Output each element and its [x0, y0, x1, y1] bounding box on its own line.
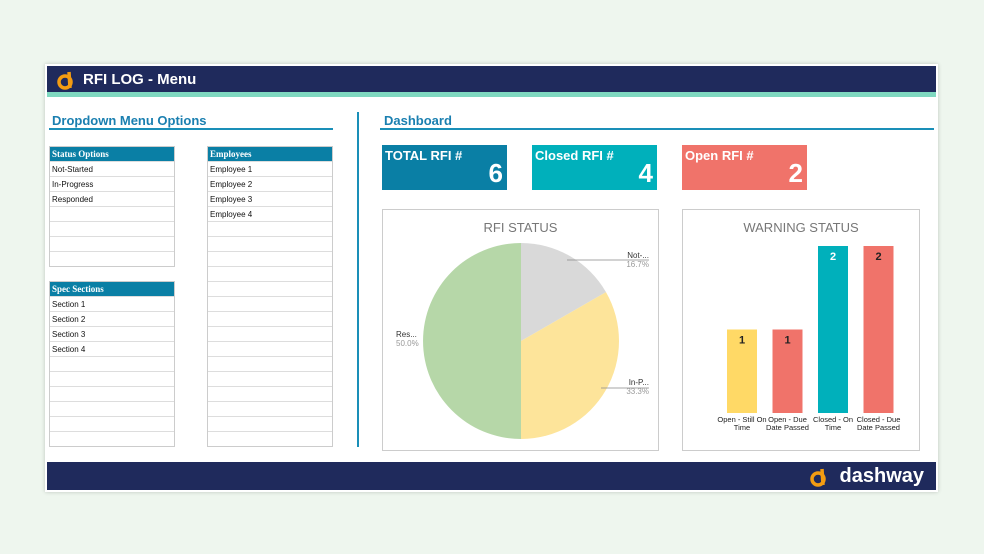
table-cell[interactable]	[208, 251, 332, 266]
category-label: Closed - On Time	[812, 416, 854, 432]
table-cell[interactable]: Employee 3	[208, 191, 332, 206]
table-cell[interactable]	[50, 431, 174, 446]
category-label: Closed - Due Date Passed	[856, 416, 901, 432]
dashway-logo-icon	[57, 71, 73, 90]
pie-slice[interactable]	[521, 243, 606, 341]
dashway-logo-icon	[810, 468, 826, 487]
bar-svg: 1 Open - Still On Time 1 Open - Due Date Pa…	[717, 246, 901, 432]
header-bar: RFI LOG - Menu	[47, 66, 936, 92]
table-cell[interactable]: Employee 1	[208, 161, 332, 176]
table-cell[interactable]: Section 3	[50, 326, 174, 341]
table-cell[interactable]: Section 4	[50, 341, 174, 356]
table-cell[interactable]	[50, 386, 174, 401]
slice-label: In-P...	[629, 378, 649, 387]
table-cell[interactable]	[208, 296, 332, 311]
bar[interactable]	[772, 329, 803, 414]
slice-label: Not-...	[627, 251, 649, 260]
bar-value-label: 1	[739, 335, 745, 347]
table-cell[interactable]	[50, 371, 174, 386]
kpi-card: Closed RFI # 4	[532, 145, 657, 190]
table-header: Employees	[208, 147, 332, 161]
pie-svg: Not-...16.7% In-P...33.3% Res...50.0%	[396, 243, 649, 439]
table-cell[interactable]: Responded	[50, 191, 174, 206]
table-header: Status Options	[50, 147, 174, 161]
table-cell[interactable]	[208, 431, 332, 446]
table-cell[interactable]: In-Progress	[50, 176, 174, 191]
section-underline	[49, 128, 333, 130]
vertical-divider	[357, 112, 359, 447]
table-cell[interactable]	[50, 401, 174, 416]
table-cell[interactable]	[50, 251, 174, 266]
table-cell[interactable]: Not-Started	[50, 161, 174, 176]
kpi-card: TOTAL RFI # 6	[382, 145, 507, 190]
dashboard-title: Dashboard	[384, 113, 452, 128]
slice-percent: 33.3%	[626, 387, 649, 396]
warning-status-chart: 1 Open - Still On Time 1 Open - Due Date Pa…	[682, 209, 920, 451]
table-cell[interactable]	[208, 311, 332, 326]
brand-name: dashway	[839, 465, 924, 487]
footer-bar: dashway	[47, 462, 936, 490]
category-label: Open - Still On Time	[717, 416, 767, 432]
bar[interactable]	[863, 246, 894, 413]
kpi-label: Open RFI #	[685, 148, 754, 163]
table-header: Spec Sections	[50, 282, 174, 296]
table-cell[interactable]	[208, 221, 332, 236]
table-cell[interactable]	[208, 236, 332, 251]
table-cell[interactable]	[50, 221, 174, 236]
bar-value-label: 1	[784, 335, 790, 347]
table-cell[interactable]	[208, 386, 332, 401]
table-cell[interactable]: Employee 4	[208, 206, 332, 221]
pie-slice[interactable]	[521, 292, 619, 439]
table-cell[interactable]	[208, 416, 332, 431]
table-cell[interactable]	[208, 341, 332, 356]
section-underline	[380, 128, 934, 130]
dropdown-section-title: Dropdown Menu Options	[52, 113, 207, 128]
bar[interactable]	[727, 329, 757, 414]
pie-slice[interactable]	[423, 243, 521, 439]
kpi-label: TOTAL RFI #	[385, 148, 463, 163]
rfi-status-chart: Not-... 16.7% In-P... 33.3% Res... 50.0% RFI …	[382, 209, 659, 451]
page-title: RFI LOG - Menu	[83, 71, 197, 88]
bar-value-label: 2	[830, 251, 836, 263]
bar[interactable]	[818, 246, 848, 413]
slice-label: Res...	[396, 330, 417, 339]
table-cell[interactable]	[208, 356, 332, 371]
slice-percent: 50.0%	[396, 339, 419, 348]
table-cell[interactable]	[50, 236, 174, 251]
kpi-value: 4	[638, 158, 653, 188]
chart-title: WARNING STATUS	[743, 220, 859, 235]
table-cell[interactable]	[50, 356, 174, 371]
kpi-label: Closed RFI #	[535, 148, 614, 163]
chart-title: RFI STATUS	[483, 220, 558, 235]
table-cell[interactable]	[208, 281, 332, 296]
table-cell[interactable]: Section 1	[50, 296, 174, 311]
accent-strip	[47, 92, 936, 97]
rfi-log-sheet: RFI LOG - Menu Dropdown Menu Options Sta…	[45, 64, 938, 492]
table-cell[interactable]	[208, 371, 332, 386]
kpi-card: Open RFI # 2	[682, 145, 807, 190]
table-cell[interactable]	[50, 206, 174, 221]
slice-percent: 16.7%	[626, 260, 649, 269]
table-cell[interactable]: Employee 2	[208, 176, 332, 191]
spec-sections-table: Spec Sections Section 1 Section 2 Section 3…	[49, 281, 175, 447]
table-cell[interactable]: Section 2	[50, 311, 174, 326]
table-cell[interactable]	[208, 326, 332, 341]
table-cell[interactable]	[50, 416, 174, 431]
kpi-value: 6	[488, 158, 503, 188]
bar-value-label: 2	[875, 251, 881, 263]
table-cell[interactable]	[208, 401, 332, 416]
kpi-value: 2	[788, 158, 803, 188]
table-cell[interactable]	[208, 266, 332, 281]
status-options-table: Status Options Not-Started In-Progress Resp…	[49, 146, 175, 267]
category-label: Open - Due Date Passed	[766, 416, 809, 432]
